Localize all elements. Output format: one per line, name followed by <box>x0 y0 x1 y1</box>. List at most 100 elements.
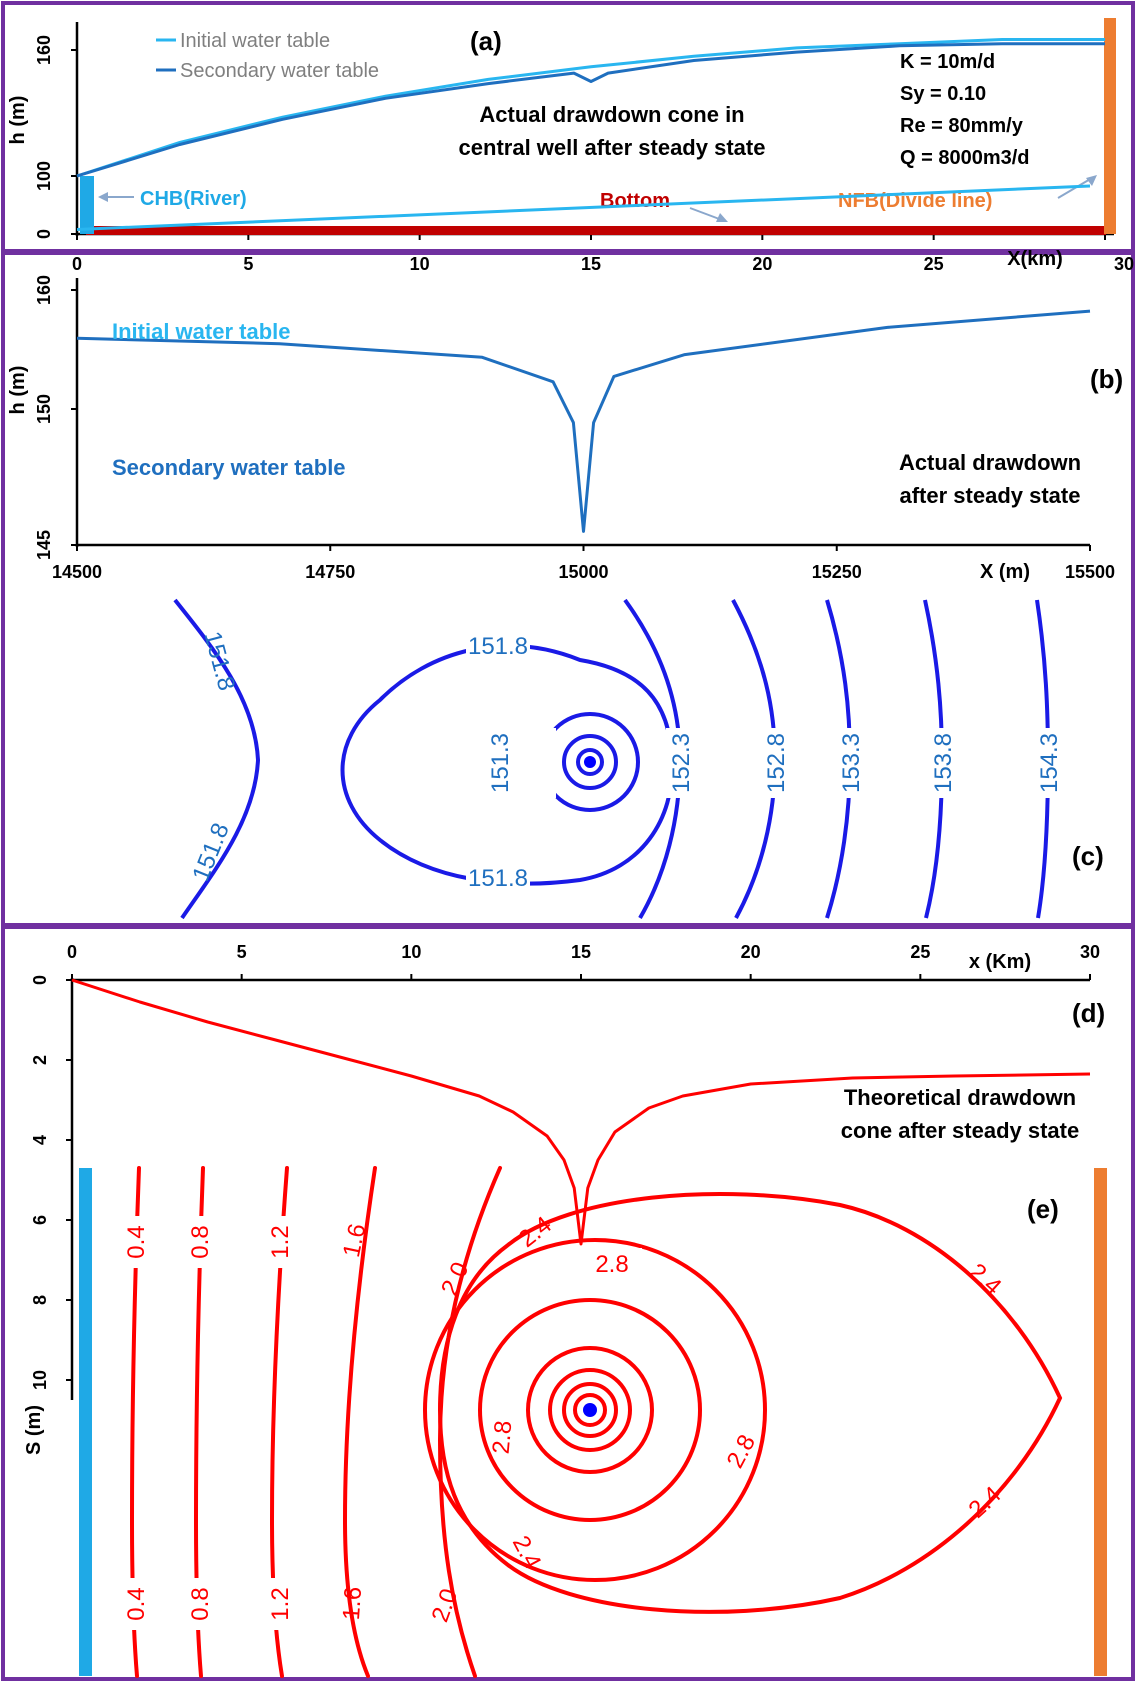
frame-bc <box>1 251 1135 927</box>
e-ring-3 <box>548 1368 632 1452</box>
panel-d-axes: 0 5 10 15 20 25 30 0 2 4 6 8 10 S (m) x (Km) <box>23 942 1100 1455</box>
cone-note-line2: central well after steady state <box>459 135 766 160</box>
b-secondary-label: Secondary water table <box>112 455 346 480</box>
c-label-bottom: 151.8 <box>468 865 528 892</box>
legend-secondary-label: Secondary water table <box>180 60 379 82</box>
d-x-axis-label: x (Km) <box>969 951 1031 973</box>
a-x-tick-label: 15 <box>581 254 601 274</box>
d-x-tick-label: 25 <box>910 942 930 962</box>
c-label-152.8: 152.8 <box>763 733 790 793</box>
a-divide-bar <box>1104 18 1116 234</box>
d-y-tick-label: 6 <box>30 1215 50 1225</box>
panel-b-lines <box>76 184 1091 533</box>
panel-a-lines <box>76 18 1116 235</box>
e-label-2.8-left: 2.8 <box>488 1420 518 1456</box>
b-series-line-initial <box>76 184 1091 231</box>
e-label-1.6-bottom: 1.6 <box>338 1586 367 1621</box>
e-label-0.8-bottom: 0.8 <box>187 1587 214 1620</box>
panel-e-label: (e) <box>1027 1194 1059 1224</box>
a-bottom-bar <box>86 226 1106 235</box>
d-y-tick-label: 10 <box>30 1370 50 1390</box>
e-label-1.2-bottom: 1.2 <box>267 1587 294 1620</box>
param-q: Q = 8000m3/d <box>900 147 1030 169</box>
d-x-tick-label: 10 <box>401 942 421 962</box>
e-contour-labels: 0.4 0.8 1.2 1.6 2.0 2.4 2.4 2.8 2.8 2.8 … <box>122 1211 1006 1630</box>
panel-c: 151.8 151.8 151.8 151.8 151.3 152.3 152.… <box>173 598 1104 920</box>
a-y-tick-label: 100 <box>34 161 54 191</box>
d-drawdown-line <box>71 978 1091 1246</box>
e-contour-2.4 <box>437 1192 1063 1614</box>
a-x-tick-label: 5 <box>243 254 253 274</box>
a-x-axis-label: X(km) <box>1007 248 1063 270</box>
c-label-151.3: 151.3 <box>487 733 514 793</box>
b-x-tick-label: 15250 <box>812 562 862 582</box>
d-x-tick-label: 0 <box>67 942 77 962</box>
c-contour-left <box>173 598 261 920</box>
panel-c-label: (c) <box>1072 841 1104 871</box>
e-ring-1 <box>478 1298 702 1522</box>
frame-de <box>1 925 1135 1681</box>
d-note-line1: Theoretical drawdown <box>844 1085 1076 1110</box>
b-note-line2: after steady state <box>900 483 1081 508</box>
d-y-tick-label: 4 <box>30 1135 50 1145</box>
a-y-tick-label: 160 <box>34 35 54 65</box>
c-label-left-top: 151.8 <box>198 629 240 694</box>
panel-d-label: (d) <box>1072 998 1105 1028</box>
a-river-bar <box>80 176 94 234</box>
e-label-1.2-top: 1.2 <box>267 1225 294 1258</box>
a-x-tick-label: 0 <box>72 254 82 274</box>
e-contour-1.6 <box>342 1166 377 1678</box>
e-label-0.4-top: 0.4 <box>123 1225 150 1258</box>
e-well-point <box>583 1403 597 1417</box>
param-sy: Sy = 0.10 <box>900 83 986 105</box>
a-y-tick-label: 0 <box>34 229 54 239</box>
panel-a-legend: Initial water table Secondary water tabl… <box>156 30 379 82</box>
param-k: K = 10m/d <box>900 51 995 73</box>
e-contour-2.8 <box>423 1238 767 1582</box>
b-note-line1: Actual drawdown <box>899 450 1081 475</box>
c-well-point <box>584 756 596 768</box>
b-x-axis-label: X (m) <box>980 561 1030 583</box>
b-initial-label: Initial water table <box>112 319 291 344</box>
b-x-tick-label: 15000 <box>558 562 608 582</box>
d-note-line2: cone after steady state <box>841 1118 1079 1143</box>
a-y-axis-label: h (m) <box>7 96 29 145</box>
c-label-153.3: 153.3 <box>838 733 865 793</box>
c-label-top: 151.8 <box>468 633 528 660</box>
a-series-line-secondary <box>76 42 1105 178</box>
b-x-tick-label: 14500 <box>52 562 102 582</box>
panel-d-lines <box>71 978 1091 1246</box>
e-ring-5 <box>573 1393 607 1427</box>
d-x-tick-label: 30 <box>1080 942 1100 962</box>
d-y-axis-label: S (m) <box>23 1405 45 1455</box>
b-x-tick-label: 14750 <box>305 562 355 582</box>
d-y-tick-label: 8 <box>30 1295 50 1305</box>
d-y-tick-label: 2 <box>30 1055 50 1065</box>
c-contours <box>173 598 1051 920</box>
d-x-tick-label: 15 <box>571 942 591 962</box>
e-divide-bar <box>1094 1168 1107 1676</box>
c-label-154.3: 154.3 <box>1036 733 1063 793</box>
panel-d: 0 5 10 15 20 25 30 0 2 4 6 8 10 S (m) x (Km) (d) Theor… <box>23 942 1105 1455</box>
panel-a-label: (a) <box>470 26 502 56</box>
b-y-axis-label: h (m) <box>7 366 29 415</box>
river-label: CHB(River) <box>140 188 247 210</box>
c-label-153.8: 153.8 <box>930 733 957 793</box>
d-y-tick-label: 0 <box>30 975 50 985</box>
param-re: Re = 80mm/y <box>900 115 1024 137</box>
c-contour-ring-3 <box>576 748 604 776</box>
c-contour-labels: 151.8 151.8 151.8 151.8 151.3 152.3 152.… <box>187 628 1063 894</box>
bottom-label: Bottom <box>600 190 670 212</box>
e-label-2.4-topright: 2.4 <box>964 1258 1007 1300</box>
panel-e: 0.4 0.8 1.2 1.6 2.0 2.4 2.4 2.8 2.8 2.8 … <box>79 1166 1107 1678</box>
panel-a: 0 5 10 15 20 25 30 0 100 160 h (m) X(km) Initial wa… <box>7 18 1134 274</box>
b-y-tick-label: 160 <box>34 275 54 305</box>
b-x-tick-label: 15500 <box>1065 562 1115 582</box>
a-x-tick-label: 30 <box>1114 254 1134 274</box>
e-label-0.8-top: 0.8 <box>187 1225 214 1258</box>
panel-b-label: (b) <box>1090 364 1123 394</box>
e-label-2.8-top: 2.8 <box>595 1251 628 1278</box>
